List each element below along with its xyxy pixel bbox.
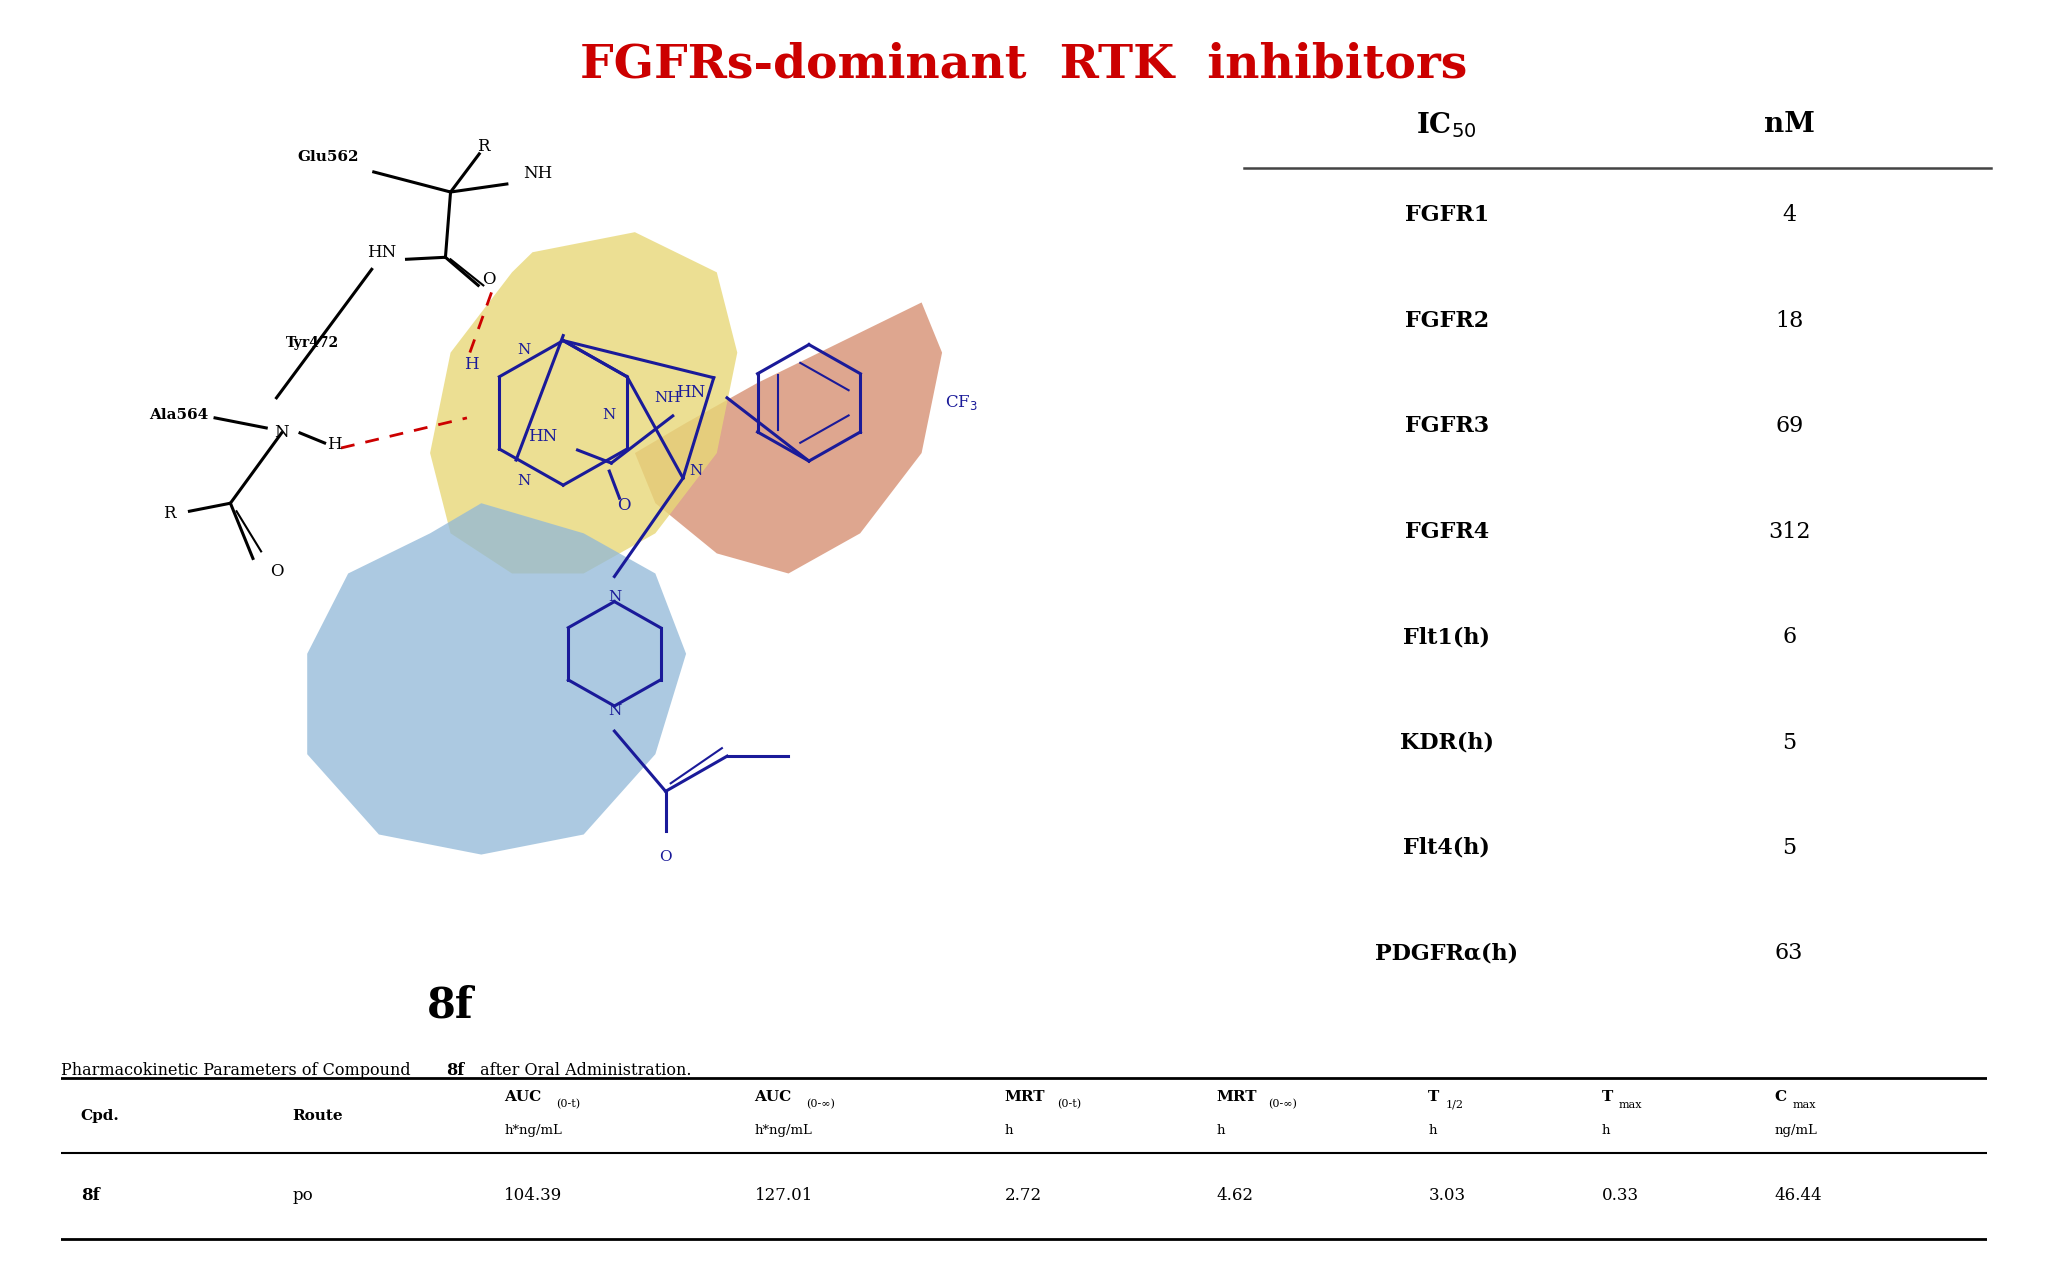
PathPatch shape [430,232,737,574]
Text: (0-t): (0-t) [1057,1099,1081,1109]
Text: PDGFRα(h): PDGFRα(h) [1374,942,1518,964]
Text: max: max [1792,1099,1817,1109]
Text: h: h [1427,1124,1438,1138]
Text: HN: HN [528,429,557,445]
Text: O: O [270,562,283,580]
Text: H: H [463,356,479,373]
Text: (0-t): (0-t) [557,1099,580,1109]
Text: 4: 4 [1782,205,1796,227]
Text: N: N [274,425,289,441]
Text: CF$_3$: CF$_3$ [944,394,979,412]
Text: nM: nM [1763,112,1815,138]
Text: HN: HN [676,385,705,402]
PathPatch shape [635,302,942,574]
Text: AUC: AUC [504,1090,541,1104]
Text: 8f: 8f [446,1062,465,1079]
Text: N: N [690,465,702,477]
Text: N: N [608,589,621,604]
Text: 5: 5 [1782,837,1796,858]
Text: KDR(h): KDR(h) [1399,731,1493,753]
Text: Flt4(h): Flt4(h) [1403,837,1491,858]
PathPatch shape [307,503,686,855]
Text: N: N [602,408,616,422]
Text: 4.62: 4.62 [1217,1188,1253,1205]
Text: N: N [608,704,621,718]
Text: Flt1(h): Flt1(h) [1403,625,1491,649]
Text: 8f: 8f [428,985,473,1026]
Text: po: po [293,1188,313,1205]
Text: h: h [1006,1124,1014,1138]
Text: C: C [1776,1090,1788,1104]
Text: NH: NH [522,166,553,183]
Text: 69: 69 [1776,416,1802,438]
Text: 63: 63 [1776,942,1804,964]
Text: h*ng/mL: h*ng/mL [754,1124,813,1138]
Text: 6: 6 [1782,625,1796,649]
Text: after Oral Administration.: after Oral Administration. [475,1062,692,1079]
Text: HN: HN [367,243,397,261]
Text: 18: 18 [1776,310,1804,332]
Text: Glu562: Glu562 [297,149,358,163]
Text: 46.44: 46.44 [1776,1188,1823,1205]
Text: R: R [477,138,489,156]
Text: Route: Route [293,1108,344,1122]
Text: FGFR1: FGFR1 [1405,205,1489,227]
Text: N: N [518,474,530,488]
Text: IC$_{50}$: IC$_{50}$ [1417,109,1477,140]
Text: NH: NH [655,391,680,405]
Text: FGFR4: FGFR4 [1405,521,1489,543]
Text: O: O [659,849,672,864]
Text: 1/2: 1/2 [1446,1099,1464,1109]
Text: 8f: 8f [80,1188,100,1205]
Text: max: max [1618,1099,1642,1109]
Text: h: h [1602,1124,1610,1138]
Text: h*ng/mL: h*ng/mL [504,1124,561,1138]
Text: 0.33: 0.33 [1602,1188,1638,1205]
Text: 3.03: 3.03 [1427,1188,1466,1205]
Text: T: T [1602,1090,1612,1104]
Text: O: O [616,497,631,514]
Text: Tyr472: Tyr472 [287,336,338,350]
Text: ng/mL: ng/mL [1776,1124,1819,1138]
Text: MRT: MRT [1006,1090,1044,1104]
Text: FGFR3: FGFR3 [1405,416,1489,438]
Text: 5: 5 [1782,731,1796,753]
Text: Cpd.: Cpd. [80,1108,119,1122]
Text: N: N [518,342,530,356]
Text: 312: 312 [1767,521,1810,543]
Text: O: O [481,270,496,288]
Text: (0-∞): (0-∞) [807,1099,836,1109]
Text: H: H [328,436,342,453]
Text: Ala564: Ala564 [150,408,209,422]
Text: R: R [162,505,176,521]
Text: 127.01: 127.01 [754,1188,813,1205]
Text: T: T [1427,1090,1440,1104]
Text: MRT: MRT [1217,1090,1257,1104]
Text: 104.39: 104.39 [504,1188,563,1205]
Text: FGFRs-dominant  RTK  inhibitors: FGFRs-dominant RTK inhibitors [580,41,1468,88]
Text: (0-∞): (0-∞) [1268,1099,1296,1109]
Text: 2.72: 2.72 [1006,1188,1042,1205]
Text: FGFR2: FGFR2 [1405,310,1489,332]
Text: AUC: AUC [754,1090,793,1104]
Text: Pharmacokinetic Parameters of Compound: Pharmacokinetic Parameters of Compound [61,1062,416,1079]
Text: h: h [1217,1124,1225,1138]
